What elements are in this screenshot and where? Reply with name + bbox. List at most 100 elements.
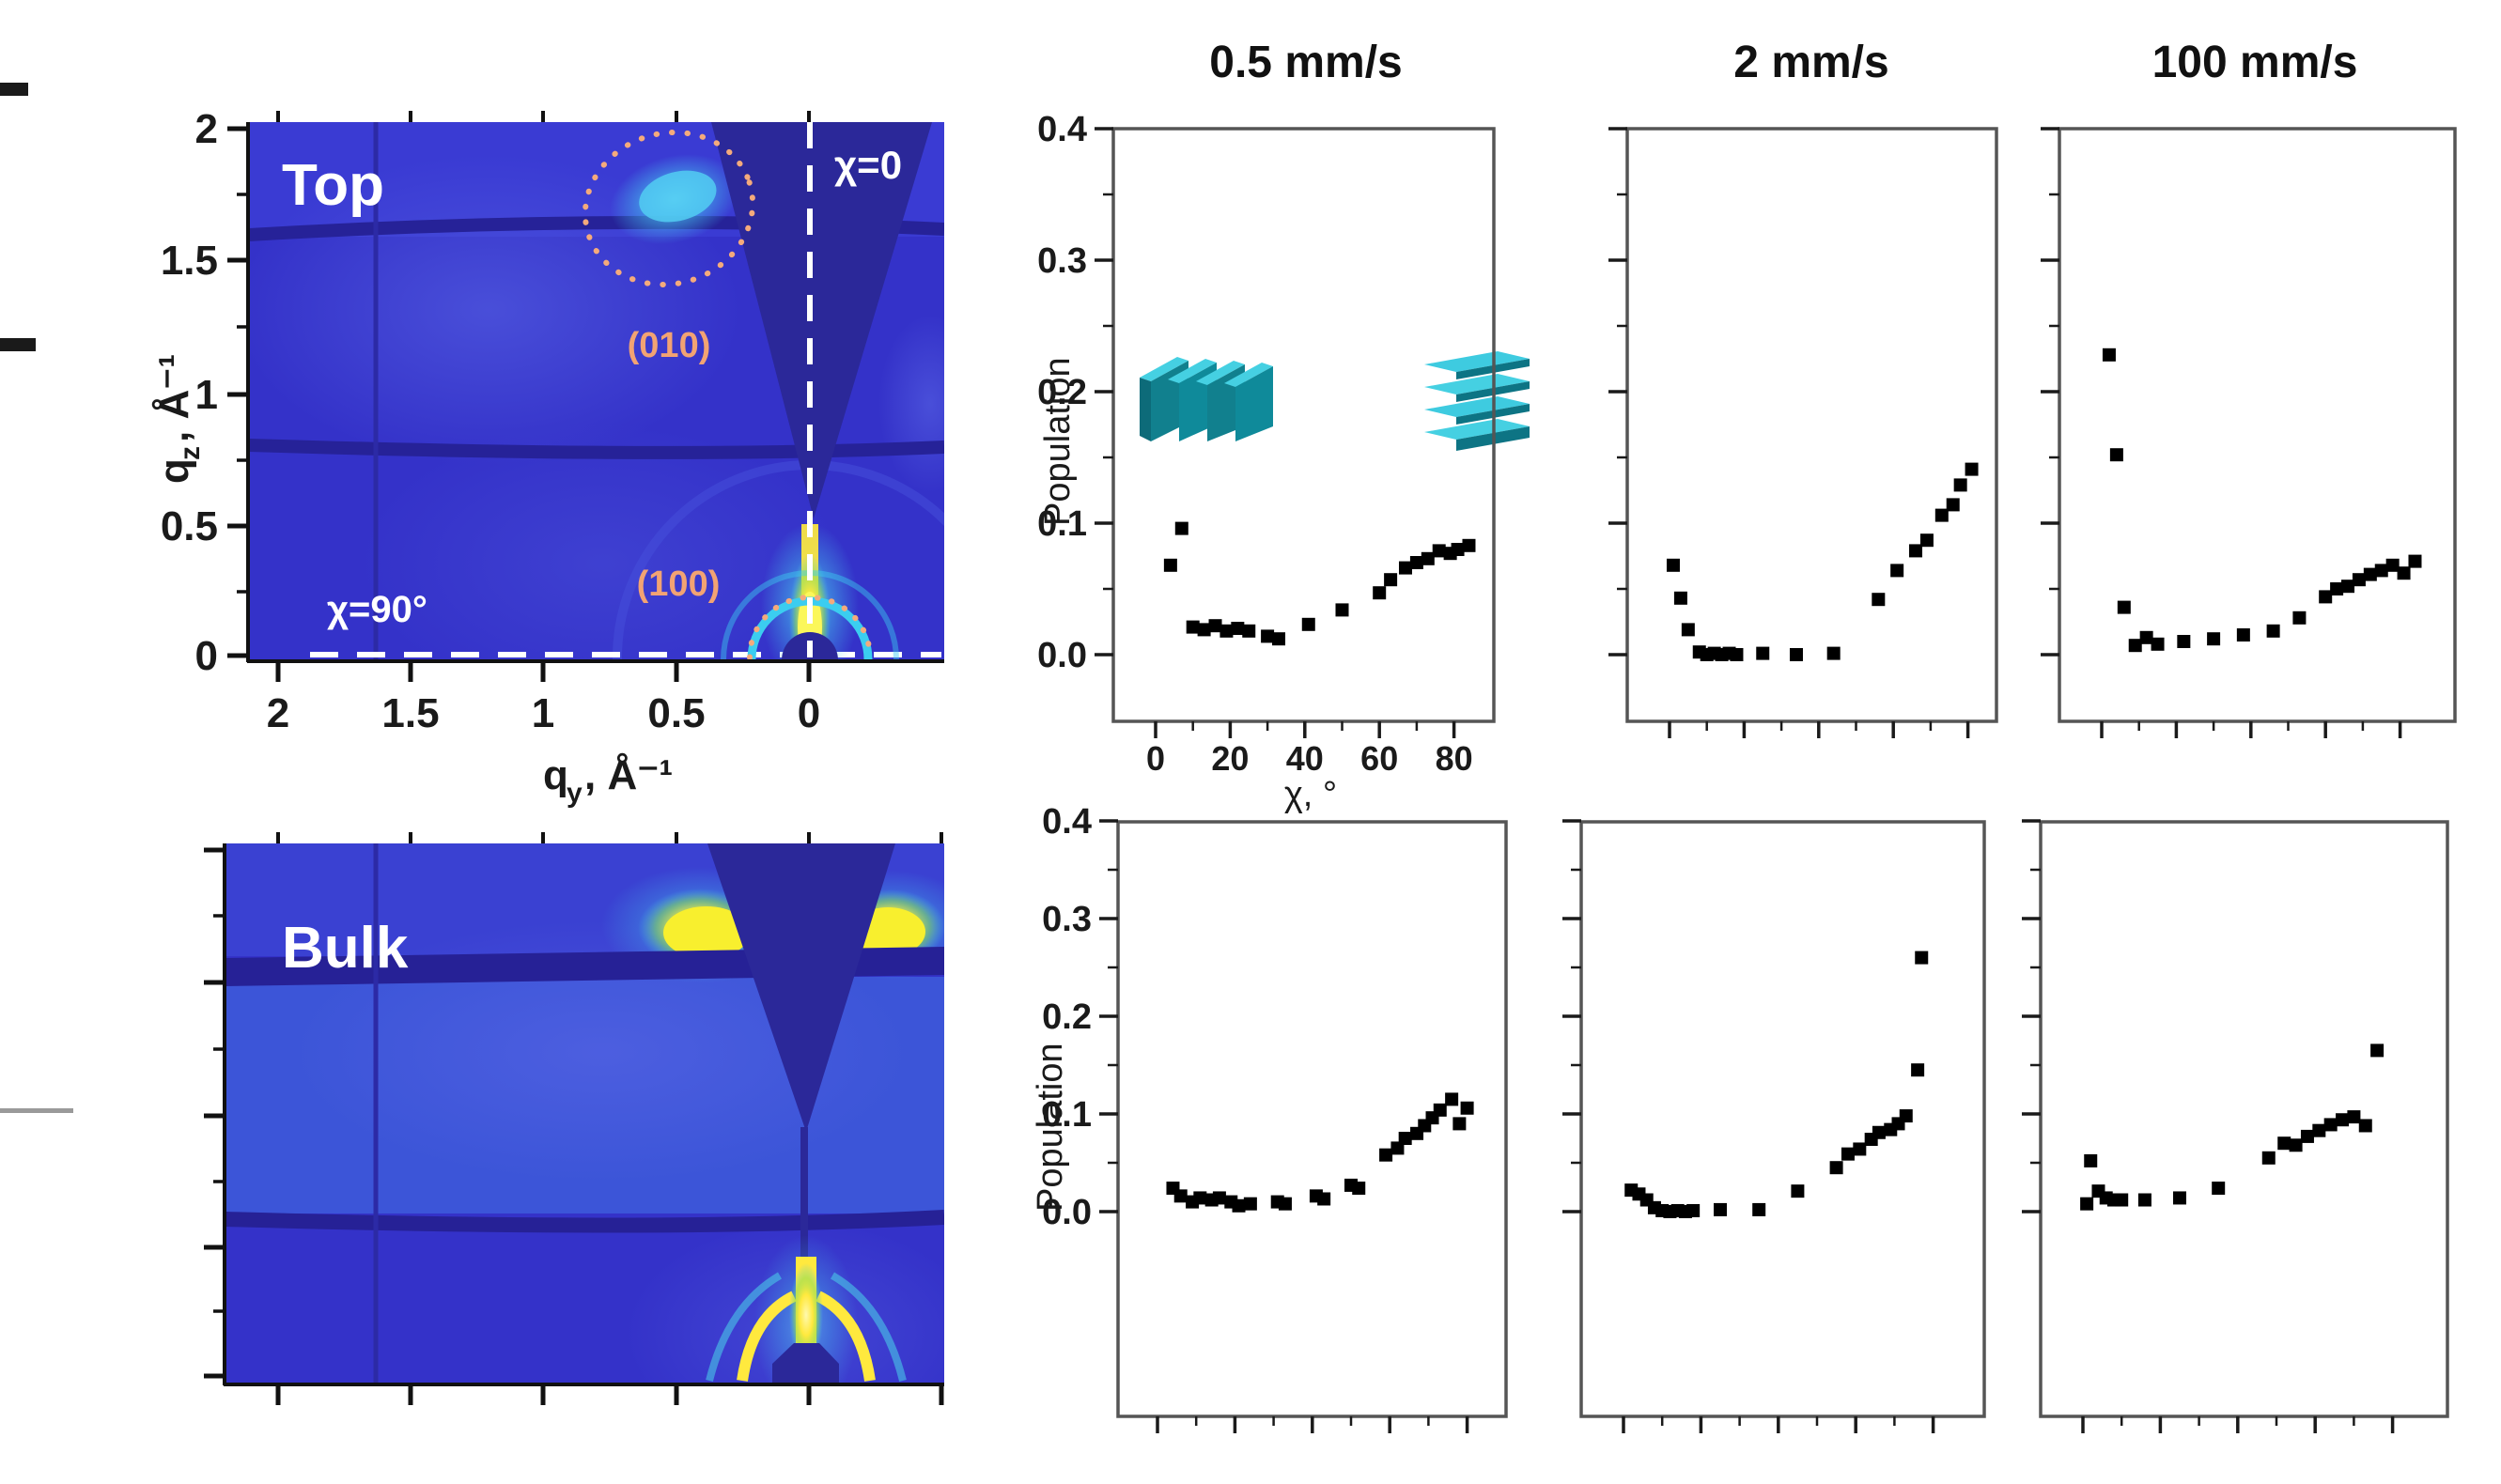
giwaxs-y-tick-label: 2 [195, 106, 218, 152]
data-point [1174, 521, 1188, 535]
data-point [2117, 600, 2131, 614]
xlabel-sub: y [567, 778, 583, 809]
data-point [1791, 1184, 1805, 1198]
chi90-label: χ=90° [327, 589, 427, 630]
giwaxs-y-tick-label: 0 [195, 633, 218, 679]
data-point [2323, 1118, 2338, 1132]
data-point [2084, 1153, 2098, 1167]
data-point [2137, 1193, 2151, 1207]
map-soft-glow [878, 315, 944, 493]
data-point [1829, 1161, 1843, 1175]
data-point [1352, 1182, 1366, 1196]
data-point [1379, 1148, 1393, 1162]
data-point [1841, 1147, 1855, 1161]
data-point [1398, 1132, 1412, 1145]
data-point [2397, 566, 2411, 580]
scatter-frame [1625, 127, 1998, 723]
edge-on-lamellae-icon [1140, 357, 1273, 441]
data-point [1432, 544, 1446, 558]
y-tick-label: 0.1 [1037, 504, 1087, 544]
data-point [2370, 1043, 2384, 1058]
missing-wedge [707, 843, 895, 1132]
data-point [2128, 639, 2142, 653]
chi-xlabel: χ, ° [1284, 775, 1337, 814]
data-point [2080, 1197, 2094, 1211]
data-point [2300, 1129, 2314, 1143]
data-point [2358, 1119, 2372, 1133]
data-point [1208, 619, 1222, 633]
data-point [1384, 573, 1398, 587]
fork-arc [737, 1291, 797, 1382]
data-point [2374, 564, 2388, 578]
data-point [1451, 543, 1465, 556]
x-tick-label: 20 [1211, 739, 1249, 778]
data-point [2330, 582, 2344, 595]
data-point [2173, 1191, 2186, 1205]
data-point [2277, 1136, 2291, 1151]
detector-gap-band [249, 439, 944, 459]
data-point [1421, 551, 1435, 565]
fork-arc [816, 1291, 876, 1382]
data-point [1890, 564, 1904, 578]
y-tick-label: 0.3 [1042, 900, 1092, 939]
data-point [1673, 591, 1687, 605]
scatter-frame [2039, 820, 2449, 1418]
roi-outline-100 [747, 595, 873, 660]
giwaxs-x-tick-label: 1.5 [381, 690, 439, 736]
face-on-lamellae-icon [1424, 351, 1530, 451]
data-point [1789, 648, 1803, 661]
data-point [2385, 558, 2400, 572]
giwaxs-top-image [249, 122, 944, 660]
data-point [1398, 561, 1412, 575]
data-point [1317, 1192, 1331, 1206]
y-tick-label: 0.2 [1037, 373, 1087, 412]
fork-arc-outer [830, 1272, 907, 1382]
peak-100-label: (100) [637, 564, 721, 604]
data-point [2177, 635, 2191, 648]
data-point [1445, 1092, 1459, 1106]
data-point [1911, 1063, 1925, 1077]
detector-gap-band [225, 1210, 944, 1233]
data-point [2341, 580, 2355, 594]
y-tick-label: 0.4 [1037, 110, 1087, 149]
giwaxs-x-tick-label: 1 [532, 690, 554, 736]
data-point [1462, 538, 1476, 552]
data-point [1752, 1202, 1766, 1216]
giwaxs-top-panel: Top χ=0 χ=90° (010) (100) q z , Å⁻¹ q y … [151, 122, 944, 809]
x-tick-label: 60 [1360, 739, 1398, 778]
data-point [1666, 558, 1680, 572]
data-point [2261, 1151, 2276, 1165]
scatter-frame [1116, 820, 1508, 1418]
data-point [2312, 1123, 2326, 1137]
data-point [1173, 1189, 1188, 1203]
data-point [1965, 462, 1979, 476]
data-point [1946, 498, 1960, 512]
data-point [1261, 629, 1275, 643]
ylabel-sub: z [175, 446, 206, 460]
y-tick-label: 0.0 [1037, 636, 1087, 675]
data-point [1872, 1125, 1886, 1139]
data-point [1899, 1109, 1913, 1123]
data-point [2352, 573, 2366, 587]
data-point [2347, 1110, 2361, 1124]
data-point [1756, 646, 1770, 660]
data-point [1335, 603, 1349, 617]
data-point [2102, 348, 2116, 362]
data-point [2207, 632, 2221, 646]
giwaxs-bulk-image [225, 843, 944, 1384]
giwaxs-top-ylabel: q z , Å⁻¹ [151, 354, 206, 484]
bulk-panel-label: Bulk [282, 916, 409, 981]
giwaxs-x-tick-label: 0 [798, 690, 820, 736]
data-point [2109, 448, 2123, 462]
data-point [2408, 554, 2422, 568]
giwaxs-bulk-panel: Bulk [225, 843, 944, 1384]
giwaxs-top-xlabel: q y , Å⁻¹ [543, 752, 673, 809]
fork-arc-outer [706, 1272, 783, 1382]
generated-chart-elements: 0.40.30.20.10.00 20 40 60 800.40.30.20.10.02… [161, 106, 2457, 1433]
data-point [1232, 1198, 1246, 1213]
missing-wedge [711, 122, 932, 518]
data-point [1730, 648, 1744, 661]
data-point [1272, 632, 1286, 646]
roi-outline-010 [582, 129, 756, 288]
